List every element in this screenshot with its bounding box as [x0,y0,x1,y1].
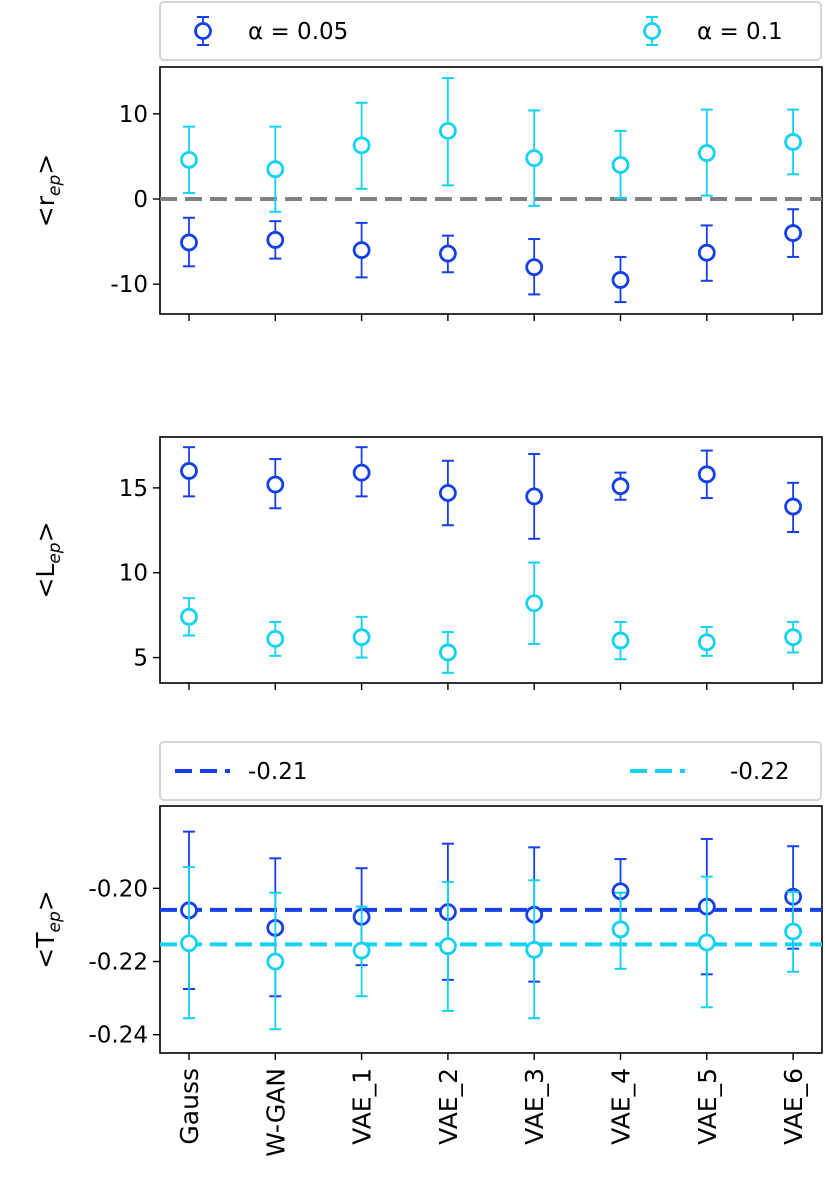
x-tick-label: VAE_5 [693,1068,722,1145]
data-point [266,952,285,971]
plot-frame [159,805,823,1054]
y-tick-label: -0.22 [88,950,148,976]
data-point [784,224,802,242]
y-tick-label: 5 [133,646,148,672]
x-tick-label: VAE_2 [434,1068,463,1145]
x-tick-label: VAE_6 [779,1068,808,1145]
data-point [438,937,457,956]
y-tick-label: -0.20 [88,876,148,902]
data-point [525,940,544,959]
data-point [784,922,802,941]
data-point [266,230,285,249]
data-point [438,484,457,502]
y-axis-label: <rep> [31,154,65,227]
y-tick-label: 0 [133,187,148,213]
data-point [180,607,198,626]
data-point [611,631,630,650]
data-point [352,628,371,647]
panel-bottom: -0.20 -0.22 -0.24 <Tep> -0.21 -0.22 Gauss W-GAN… [31,741,823,1157]
y-tick-label: 10 [119,561,148,587]
legend-box [159,741,822,801]
plot-frame [159,436,823,684]
legend-label: α = 0.05 [248,19,348,45]
y-tick-label: -0.24 [88,1023,148,1049]
x-tick-label: VAE_1 [348,1068,377,1145]
y-tick-label: 10 [119,102,148,128]
legend: -0.21 -0.22 [159,741,822,801]
legend-label: -0.21 [248,759,308,785]
data-point [525,487,544,506]
data-point [784,628,802,647]
data-point [438,643,457,662]
data-point [611,477,630,496]
data-point [438,121,457,140]
data-point [784,133,802,151]
legend-label: -0.22 [730,759,790,785]
data-point [180,462,198,480]
data-point [525,594,544,613]
data-point [697,465,716,484]
data-point [784,497,802,516]
data-point [438,244,457,263]
y-axis-label: <Tep> [31,890,65,968]
data-point [180,233,198,252]
panel-middle: 15 10 5 <Lep> [31,436,823,690]
legend-marker [194,22,212,40]
x-tick-label: VAE_3 [520,1068,549,1145]
data-point [611,271,630,289]
data-point [697,243,716,262]
y-tick-label: -10 [110,272,148,298]
data-point [697,633,716,652]
plot-frame [159,66,823,315]
y-axis-label: <Lep> [31,521,65,598]
data-point [352,941,371,960]
data-point [611,156,630,174]
data-point [525,149,544,168]
legend: α = 0.05 α = 0.1 [159,1,822,61]
data-point [180,934,198,953]
data-point [352,241,371,260]
data-point [266,475,285,494]
data-point [180,150,198,169]
data-point [266,160,285,179]
y-tick-label: 15 [119,476,148,502]
legend-label: α = 0.1 [697,19,783,45]
legend-marker [643,22,661,40]
data-point [352,136,371,155]
data-point [525,258,544,277]
x-tick-label: Gauss [175,1068,204,1145]
x-tick-label: W-GAN [261,1068,290,1157]
data-point [697,144,716,162]
data-point [611,920,630,939]
x-tick-label: VAE_4 [607,1068,636,1145]
data-point [266,629,285,648]
data-point [352,463,371,482]
panel-top: 10 0 -10 <rep> α = 0.05 α = 0.1 [31,1,823,321]
data-point [697,933,716,952]
